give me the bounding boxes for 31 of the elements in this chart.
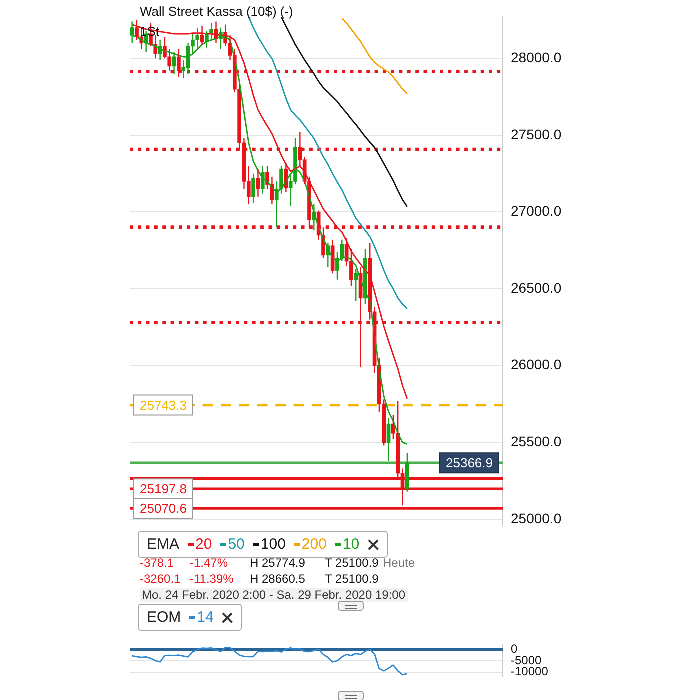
legend-title: EOM bbox=[147, 609, 182, 626]
ref-line-label: 25070.6 bbox=[140, 501, 187, 516]
text: H 25774.9 bbox=[250, 556, 306, 570]
legend-label: 100 bbox=[260, 536, 286, 553]
y-tick-label: 27000.0 bbox=[511, 203, 562, 220]
ref-line-label: 25197.8 bbox=[140, 482, 187, 497]
y-tick-label: 25000.0 bbox=[511, 510, 562, 526]
text: T 25100.9 bbox=[325, 572, 379, 586]
text: -378.1 bbox=[140, 556, 174, 570]
y-tick-label: 28000.0 bbox=[511, 50, 562, 66]
y-tick-label: -10000 bbox=[511, 664, 549, 679]
y-tick-label: 27500.0 bbox=[511, 126, 562, 142]
legend-title: EMA bbox=[147, 536, 180, 553]
text: -1.47% bbox=[190, 556, 228, 570]
y-tick-label: 26000.0 bbox=[511, 356, 562, 373]
legend-label: 14 bbox=[196, 609, 214, 626]
text: T 25100.9 bbox=[325, 556, 379, 570]
legend-label: 50 bbox=[227, 536, 245, 553]
legend-label: 20 bbox=[194, 536, 212, 553]
chart-title: Wall Street Kassa (10$) (-) bbox=[140, 4, 294, 19]
legend-label: 10 bbox=[342, 536, 360, 553]
text: -3260.1 bbox=[140, 572, 181, 586]
legend-label: 200 bbox=[300, 536, 327, 553]
y-tick-label: 25500.0 bbox=[511, 434, 562, 450]
text: -11.39% bbox=[190, 572, 234, 586]
text: H 28660.5 bbox=[250, 572, 306, 586]
ref-line-label: 25366.9 bbox=[446, 456, 494, 471]
y-tick-label: 26500.0 bbox=[511, 280, 562, 296]
text: Heute bbox=[383, 556, 416, 570]
text: Mo. 24 Febr. 2020 2:00 - Sa. 29 Febr. 2020 19:00 bbox=[140, 588, 408, 602]
ref-line-label: 25743.3 bbox=[140, 398, 187, 413]
